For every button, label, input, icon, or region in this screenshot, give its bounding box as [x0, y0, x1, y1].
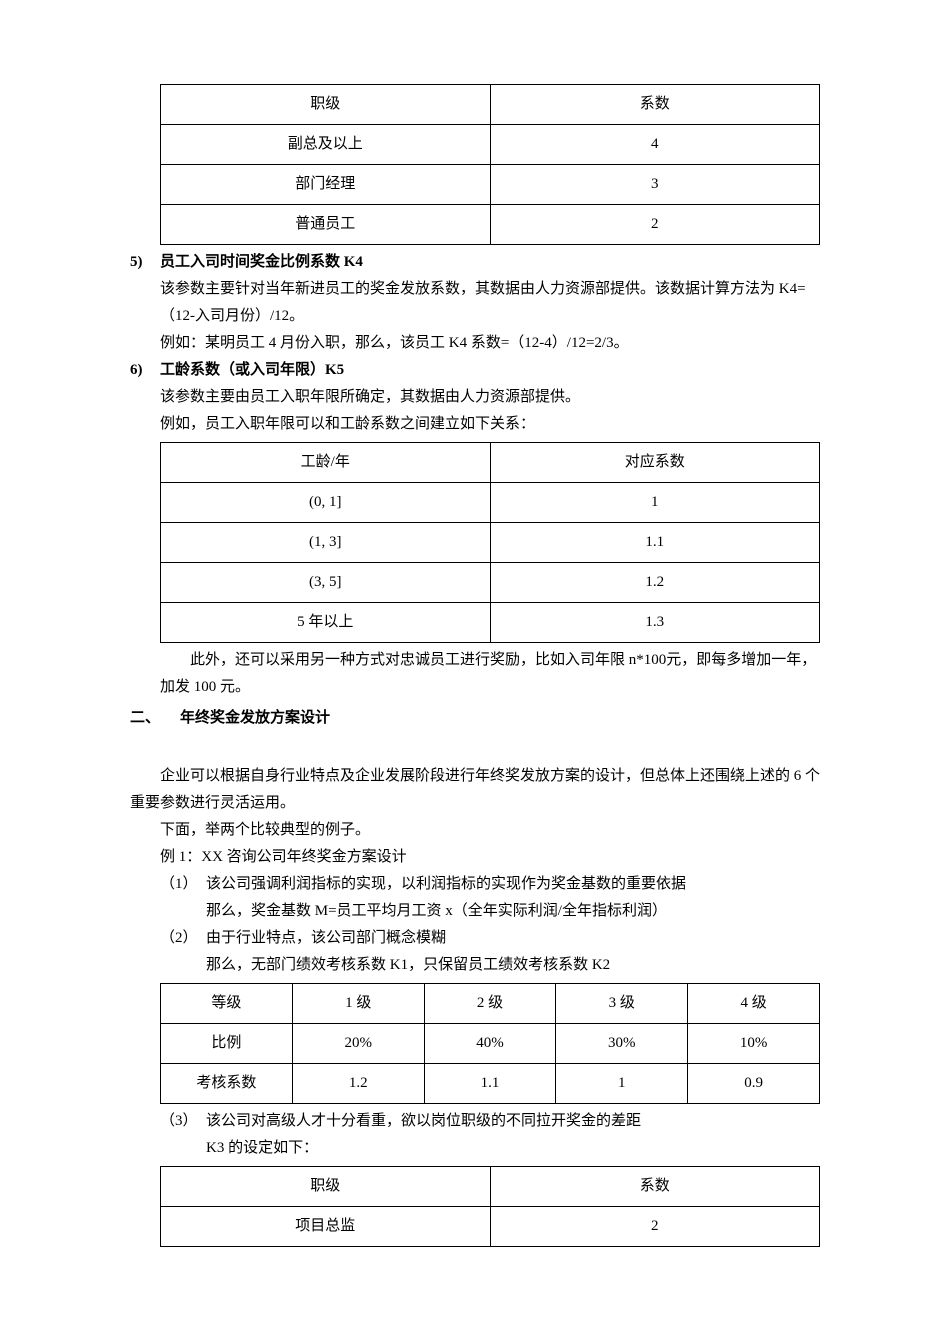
table-cell: 2 级 — [424, 984, 556, 1024]
table-cell: 1.2 — [292, 1064, 424, 1104]
table-header: 职级 — [161, 1167, 491, 1207]
item-text: K3 的设定如下： — [206, 1135, 820, 1162]
item-number: （2） — [160, 925, 206, 979]
table-cell: 项目总监 — [161, 1207, 491, 1247]
table-cell: 1.3 — [490, 603, 820, 643]
table-cell: 部门经理 — [161, 165, 491, 205]
table-cell: 1 级 — [292, 984, 424, 1024]
item-text: 该公司强调利润指标的实现，以利润指标的实现作为奖金基数的重要依据 — [206, 871, 820, 898]
table-cell: (0, 1] — [161, 483, 491, 523]
item-number: （1） — [160, 871, 206, 925]
k3-coefficient-table: 职级 系数 项目总监 2 — [160, 1166, 820, 1247]
table-cell: 考核系数 — [161, 1064, 293, 1104]
table-cell: 1 — [556, 1064, 688, 1104]
paragraph: 例如，员工入职年限可以和工龄系数之间建立如下关系： — [160, 411, 820, 438]
item-number: （3） — [160, 1108, 206, 1162]
table-cell: 30% — [556, 1024, 688, 1064]
table-cell: 1.1 — [424, 1064, 556, 1104]
paragraph: 例如：某明员工 4 月份入职，那么，该员工 K4 系数=（12-4）/12=2/… — [160, 330, 820, 357]
table-header: 系数 — [490, 1167, 820, 1207]
list-item: （1） 该公司强调利润指标的实现，以利润指标的实现作为奖金基数的重要依据 那么，… — [160, 871, 820, 925]
section-5: 5) 员工入司时间奖金比例系数 K4 该参数主要针对当年新进员工的奖金发放系数，… — [130, 249, 820, 357]
heading-2: 二、 年终奖金发放方案设计 — [130, 705, 820, 732]
table-header: 工龄/年 — [161, 443, 491, 483]
item-text: 那么，无部门绩效考核系数 K1，只保留员工绩效考核系数 K2 — [206, 952, 820, 979]
section-title: 员工入司时间奖金比例系数 K4 — [160, 249, 820, 276]
table-cell: 1.2 — [490, 563, 820, 603]
paragraph: 该参数主要由员工入职年限所确定，其数据由人力资源部提供。 — [160, 384, 820, 411]
table-cell: 等级 — [161, 984, 293, 1024]
paragraph: 企业可以根据自身行业特点及企业发展阶段进行年终奖发放方案的设计，但总体上还围绕上… — [130, 763, 820, 817]
list-item: （3） 该公司对高级人才十分看重，欲以岗位职级的不同拉开奖金的差距 K3 的设定… — [160, 1108, 820, 1162]
table-cell: 3 级 — [556, 984, 688, 1024]
table-cell: (1, 3] — [161, 523, 491, 563]
table-cell: 10% — [688, 1024, 820, 1064]
example-1-list-cont: （3） 该公司对高级人才十分看重，欲以岗位职级的不同拉开奖金的差距 K3 的设定… — [130, 1108, 820, 1162]
section-number: 6) — [130, 357, 160, 438]
item-text: 由于行业特点，该公司部门概念模糊 — [206, 925, 820, 952]
grade-coefficient-table: 等级 1 级 2 级 3 级 4 级 比例 20% 40% 30% 10% 考核… — [160, 983, 820, 1104]
table-cell: 普通员工 — [161, 205, 491, 245]
table-cell: 1 — [490, 483, 820, 523]
item-text: 该公司对高级人才十分看重，欲以岗位职级的不同拉开奖金的差距 — [206, 1108, 820, 1135]
table-cell: 4 — [490, 125, 820, 165]
position-coefficient-table: 职级 系数 副总及以上 4 部门经理 3 普通员工 2 — [160, 84, 820, 245]
seniority-coefficient-table: 工龄/年 对应系数 (0, 1] 1 (1, 3] 1.1 (3, 5] 1.2… — [160, 442, 820, 643]
table-cell: 副总及以上 — [161, 125, 491, 165]
table-cell: 2 — [490, 1207, 820, 1247]
table-cell: 4 级 — [688, 984, 820, 1024]
table-header: 系数 — [490, 85, 820, 125]
paragraph: 下面，举两个比较典型的例子。 — [130, 817, 820, 844]
section-number: 5) — [130, 249, 160, 357]
table-header: 对应系数 — [490, 443, 820, 483]
example-1-list: （1） 该公司强调利润指标的实现，以利润指标的实现作为奖金基数的重要依据 那么，… — [130, 871, 820, 979]
item-text: 那么，奖金基数 M=员工平均月工资 x（全年实际利润/全年指标利润） — [206, 898, 820, 925]
table-cell: 3 — [490, 165, 820, 205]
paragraph: 此外，还可以采用另一种方式对忠诚员工进行奖励，比如入司年限 n*100元，即每多… — [160, 647, 820, 701]
table-cell: 20% — [292, 1024, 424, 1064]
table-header: 职级 — [161, 85, 491, 125]
table-cell: 2 — [490, 205, 820, 245]
table-cell: (3, 5] — [161, 563, 491, 603]
section-title: 工龄系数（或入司年限）K5 — [160, 357, 820, 384]
heading-title: 年终奖金发放方案设计 — [180, 705, 330, 732]
list-item: （2） 由于行业特点，该公司部门概念模糊 那么，无部门绩效考核系数 K1，只保留… — [160, 925, 820, 979]
paragraph: 例 1：XX 咨询公司年终奖金方案设计 — [130, 844, 820, 871]
table-cell: 5 年以上 — [161, 603, 491, 643]
section-6: 6) 工龄系数（或入司年限）K5 该参数主要由员工入职年限所确定，其数据由人力资… — [130, 357, 820, 438]
table-cell: 40% — [424, 1024, 556, 1064]
paragraph: 该参数主要针对当年新进员工的奖金发放系数，其数据由人力资源部提供。该数据计算方法… — [160, 276, 820, 330]
table-cell: 0.9 — [688, 1064, 820, 1104]
heading-number: 二、 — [130, 705, 180, 732]
table-cell: 1.1 — [490, 523, 820, 563]
table-cell: 比例 — [161, 1024, 293, 1064]
